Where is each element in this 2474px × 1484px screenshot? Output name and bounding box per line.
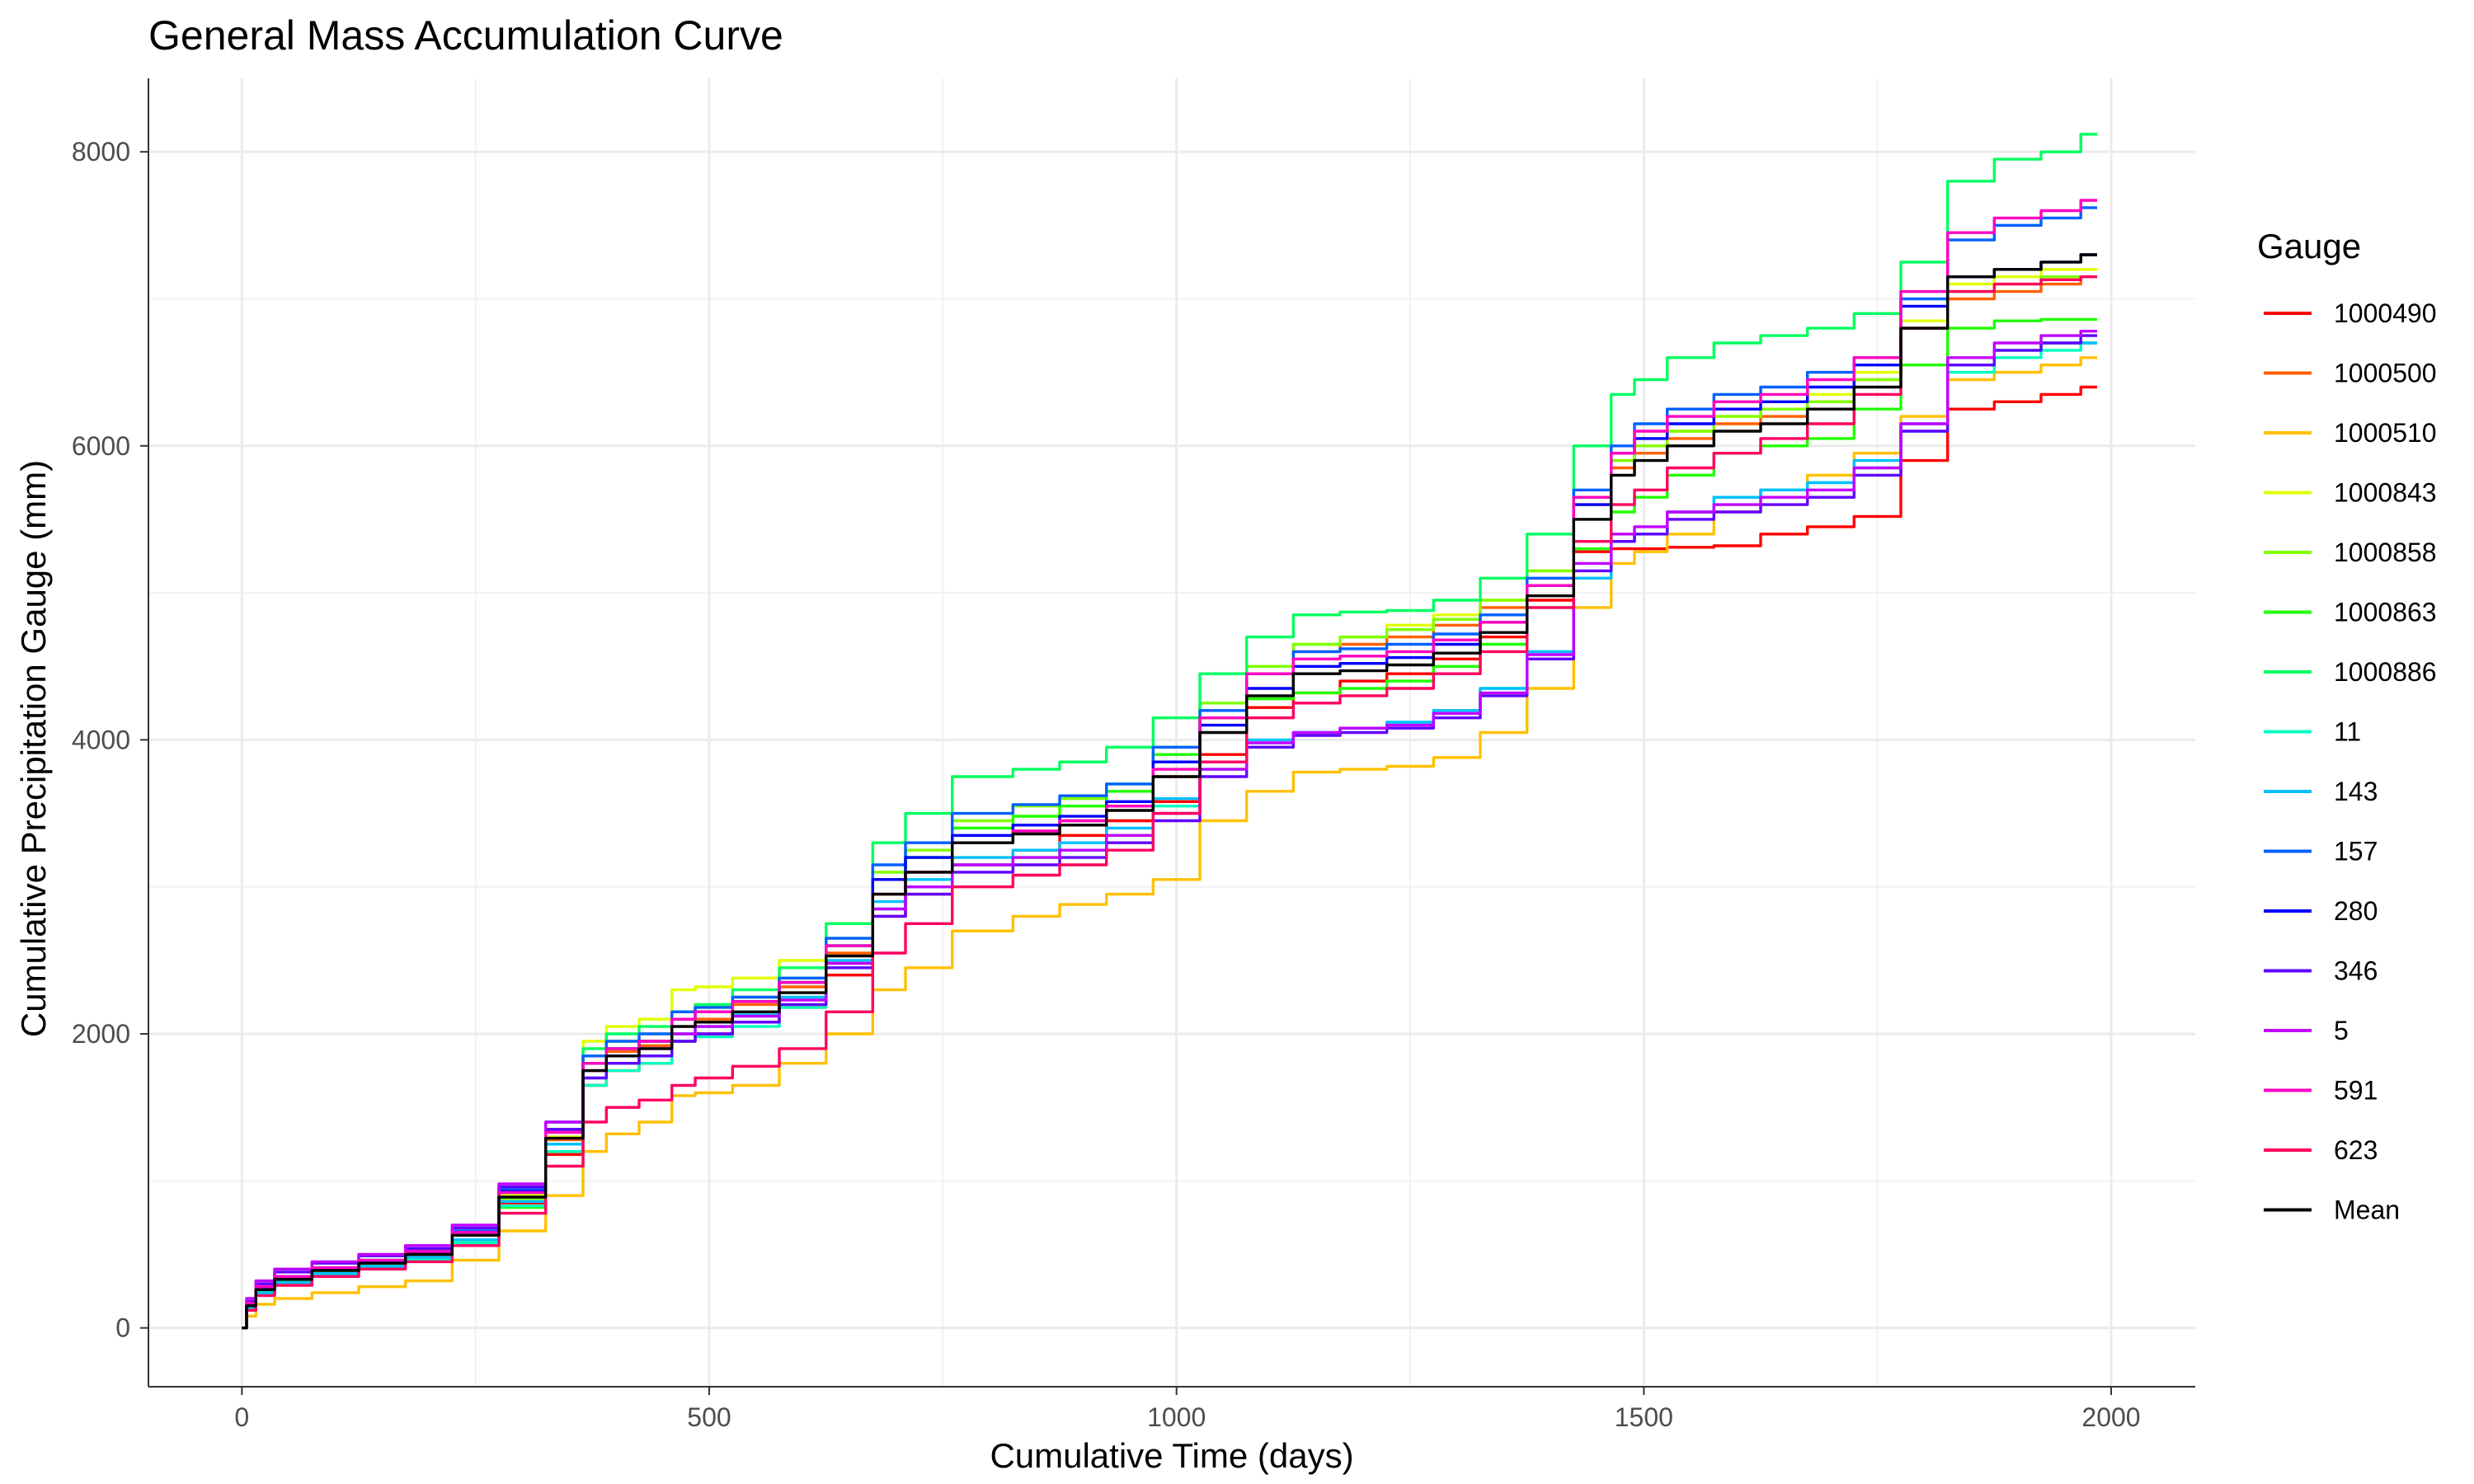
x-tick-label: 1000 — [1147, 1402, 1206, 1432]
legend-label-143: 143 — [2334, 777, 2378, 806]
legend-label-11: 11 — [2334, 717, 2361, 747]
legend-title: Gauge — [2257, 227, 2361, 265]
series-line-mean — [242, 253, 2097, 1330]
series-line-1000886 — [242, 133, 2097, 1330]
chart-title: General Mass Accumulation Curve — [148, 12, 783, 59]
legend-label-1000843: 1000843 — [2334, 478, 2437, 508]
legend-label-1000510: 1000510 — [2334, 418, 2437, 448]
series-line-1000510 — [242, 356, 2097, 1330]
y-tick-label: 8000 — [72, 137, 130, 167]
series-line-5 — [242, 330, 2097, 1330]
series-line-157 — [242, 206, 2097, 1330]
series-line-591 — [242, 199, 2097, 1330]
legend-label-623: 623 — [2334, 1135, 2378, 1165]
x-tick-label: 2000 — [2081, 1402, 2140, 1432]
x-tick-label: 500 — [687, 1402, 731, 1432]
legend-label-1000500: 1000500 — [2334, 359, 2437, 388]
legend-label-1000490: 1000490 — [2334, 298, 2437, 328]
series-line-346 — [242, 334, 2097, 1330]
legend-label-157: 157 — [2334, 837, 2378, 866]
y-tick-label: 4000 — [72, 725, 130, 754]
series-line-280 — [242, 253, 2097, 1330]
x-axis-title: Cumulative Time (days) — [990, 1436, 1353, 1475]
grid — [148, 78, 2195, 1387]
x-tick-label: 1500 — [1615, 1402, 1673, 1432]
y-tick-label: 0 — [115, 1313, 130, 1343]
legend-label-346: 346 — [2334, 956, 2378, 986]
x-tick-label: 0 — [234, 1402, 249, 1432]
legend-label-1000863: 1000863 — [2334, 598, 2437, 627]
legend-label-1000886: 1000886 — [2334, 657, 2437, 687]
legend-label-5: 5 — [2334, 1016, 2349, 1045]
legend-label-591: 591 — [2334, 1076, 2378, 1106]
y-tick-label: 2000 — [72, 1019, 130, 1049]
axes: 0 500 1000 1500 2000 0 2000 4000 6000 8000 — [72, 78, 2195, 1432]
legend-label-mean: Mean — [2334, 1195, 2400, 1225]
series-lines — [242, 133, 2097, 1330]
y-tick-label: 6000 — [72, 431, 130, 461]
y-axis-title: Cumulative Precipitation Gauge (mm) — [14, 460, 53, 1037]
legend-label-1000858: 1000858 — [2334, 538, 2437, 567]
series-line-1000863 — [242, 317, 2097, 1330]
legend: Gauge 1000490 1000500 1000510 1000843 100085… — [2257, 227, 2437, 1225]
legend-label-280: 280 — [2334, 896, 2378, 926]
